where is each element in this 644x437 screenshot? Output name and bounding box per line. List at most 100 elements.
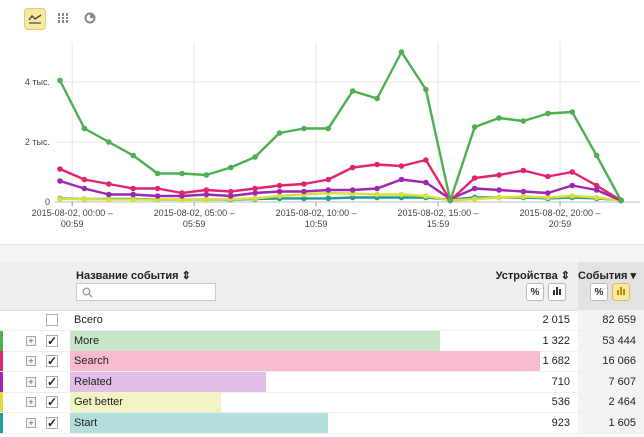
data-point [569,109,576,115]
row-events: 82 659 [602,314,636,326]
percent-icon: % [530,286,540,298]
row-devices: 2 015 [542,314,570,326]
series-color-stripe [0,371,3,392]
data-point [57,166,63,172]
devices-bars-button[interactable] [548,283,566,301]
bar-chart-button[interactable] [52,8,74,30]
data-point [130,152,136,159]
data-point [398,191,405,198]
events-percent-button[interactable]: % [590,283,608,301]
x-tick-label: 00:59 [61,219,84,229]
data-point [569,193,576,199]
data-point [374,95,380,102]
expand-toggle[interactable]: + [26,417,36,428]
data-point [179,170,185,177]
table-row[interactable]: + ✓ More 1 322 53 444 [0,330,644,352]
events-cell-bg [578,371,644,392]
column-header-events[interactable]: События ▾ [578,270,636,282]
events-line-chart: 0 2 тыс. 4 тыс. 2015-08-02, 00:00 –00:59 201… [0,38,644,244]
data-point [471,175,478,181]
data-point [227,193,234,199]
table-row[interactable]: Всего 2 015 82 659 [0,310,644,331]
expand-toggle[interactable]: + [26,376,36,387]
separator [0,244,644,263]
x-tick-label: 2015-08-02, 00:00 – [32,208,113,218]
data-point [398,176,405,183]
data-point [227,164,234,171]
line-chart-button[interactable] [24,8,46,30]
data-point [325,187,332,193]
data-point [349,88,356,94]
y-tick-label: 4 тыс. [25,77,50,87]
data-point [593,182,600,189]
events-table: Название события ⇕ Устройства ⇕ События … [0,262,644,437]
row-checkbox[interactable]: ✓ [46,333,58,348]
series-line [58,50,623,202]
data-point [520,193,527,200]
share-bar [70,351,540,371]
row-checkbox[interactable]: ✓ [46,374,58,389]
bars-icon [616,286,626,298]
row-events: 2 464 [608,396,636,408]
pie-chart-button[interactable] [79,8,101,30]
row-events: 1 605 [608,416,636,429]
row-devices: 1 322 [542,334,570,347]
data-point [471,124,478,130]
column-header-devices[interactable]: Устройства ⇕ [495,270,570,282]
row-events: 16 066 [602,355,636,367]
data-point [154,193,161,199]
data-point [325,125,332,132]
table-row[interactable]: + ✓ Search 1 682 16 066 [0,351,644,372]
series-line [59,158,622,202]
column-header-event-name[interactable]: Название события ⇕ [76,270,191,282]
table-row[interactable]: + ✓ Start 923 1 605 [0,412,644,434]
data-point [496,172,502,178]
data-point [252,154,258,160]
events-cell-bg [578,392,644,412]
data-point [593,152,600,159]
share-bar [70,330,440,351]
share-bar [70,371,266,392]
data-point [398,49,405,55]
series-line [59,178,622,202]
data-point [325,176,332,183]
data-point [398,163,405,169]
x-tick-label: 2015-08-02, 10:00 – [276,208,357,218]
row-devices: 923 [551,416,570,429]
data-point [471,185,478,192]
data-point [179,190,185,196]
row-devices: 1 682 [542,355,570,367]
y-tick-label: 2 тыс. [25,137,50,147]
data-point [154,170,161,177]
expand-toggle[interactable]: + [26,397,36,407]
row-checkbox[interactable] [46,314,58,326]
events-cell-bg [578,330,644,351]
data-point [130,191,136,198]
table-row[interactable]: + ✓ Related 710 7 607 [0,371,644,393]
row-checkbox[interactable]: ✓ [46,395,58,409]
events-bars-button[interactable] [612,283,630,301]
data-point [447,197,454,204]
devices-percent-button[interactable]: % [526,283,544,301]
chart-type-toolbar [0,0,644,38]
table-row[interactable]: + ✓ Get better 536 2 464 [0,392,644,413]
data-point [105,181,112,187]
data-point [471,196,478,202]
search-input[interactable] [76,283,216,301]
expand-toggle[interactable]: + [26,335,36,346]
data-point [81,185,88,192]
data-point [423,179,429,186]
bar-chart-icon [57,12,69,27]
data-point [203,187,210,193]
percent-icon: % [594,286,604,298]
data-point [105,191,112,198]
expand-toggle[interactable]: + [26,356,36,366]
data-point [545,110,551,117]
x-tick-label: 05:59 [183,219,206,229]
share-bar [70,412,328,433]
row-checkbox[interactable]: ✓ [46,354,58,368]
data-point [496,187,502,193]
row-checkbox[interactable]: ✓ [46,415,58,430]
row-devices: 536 [551,396,570,408]
data-point [423,157,429,163]
